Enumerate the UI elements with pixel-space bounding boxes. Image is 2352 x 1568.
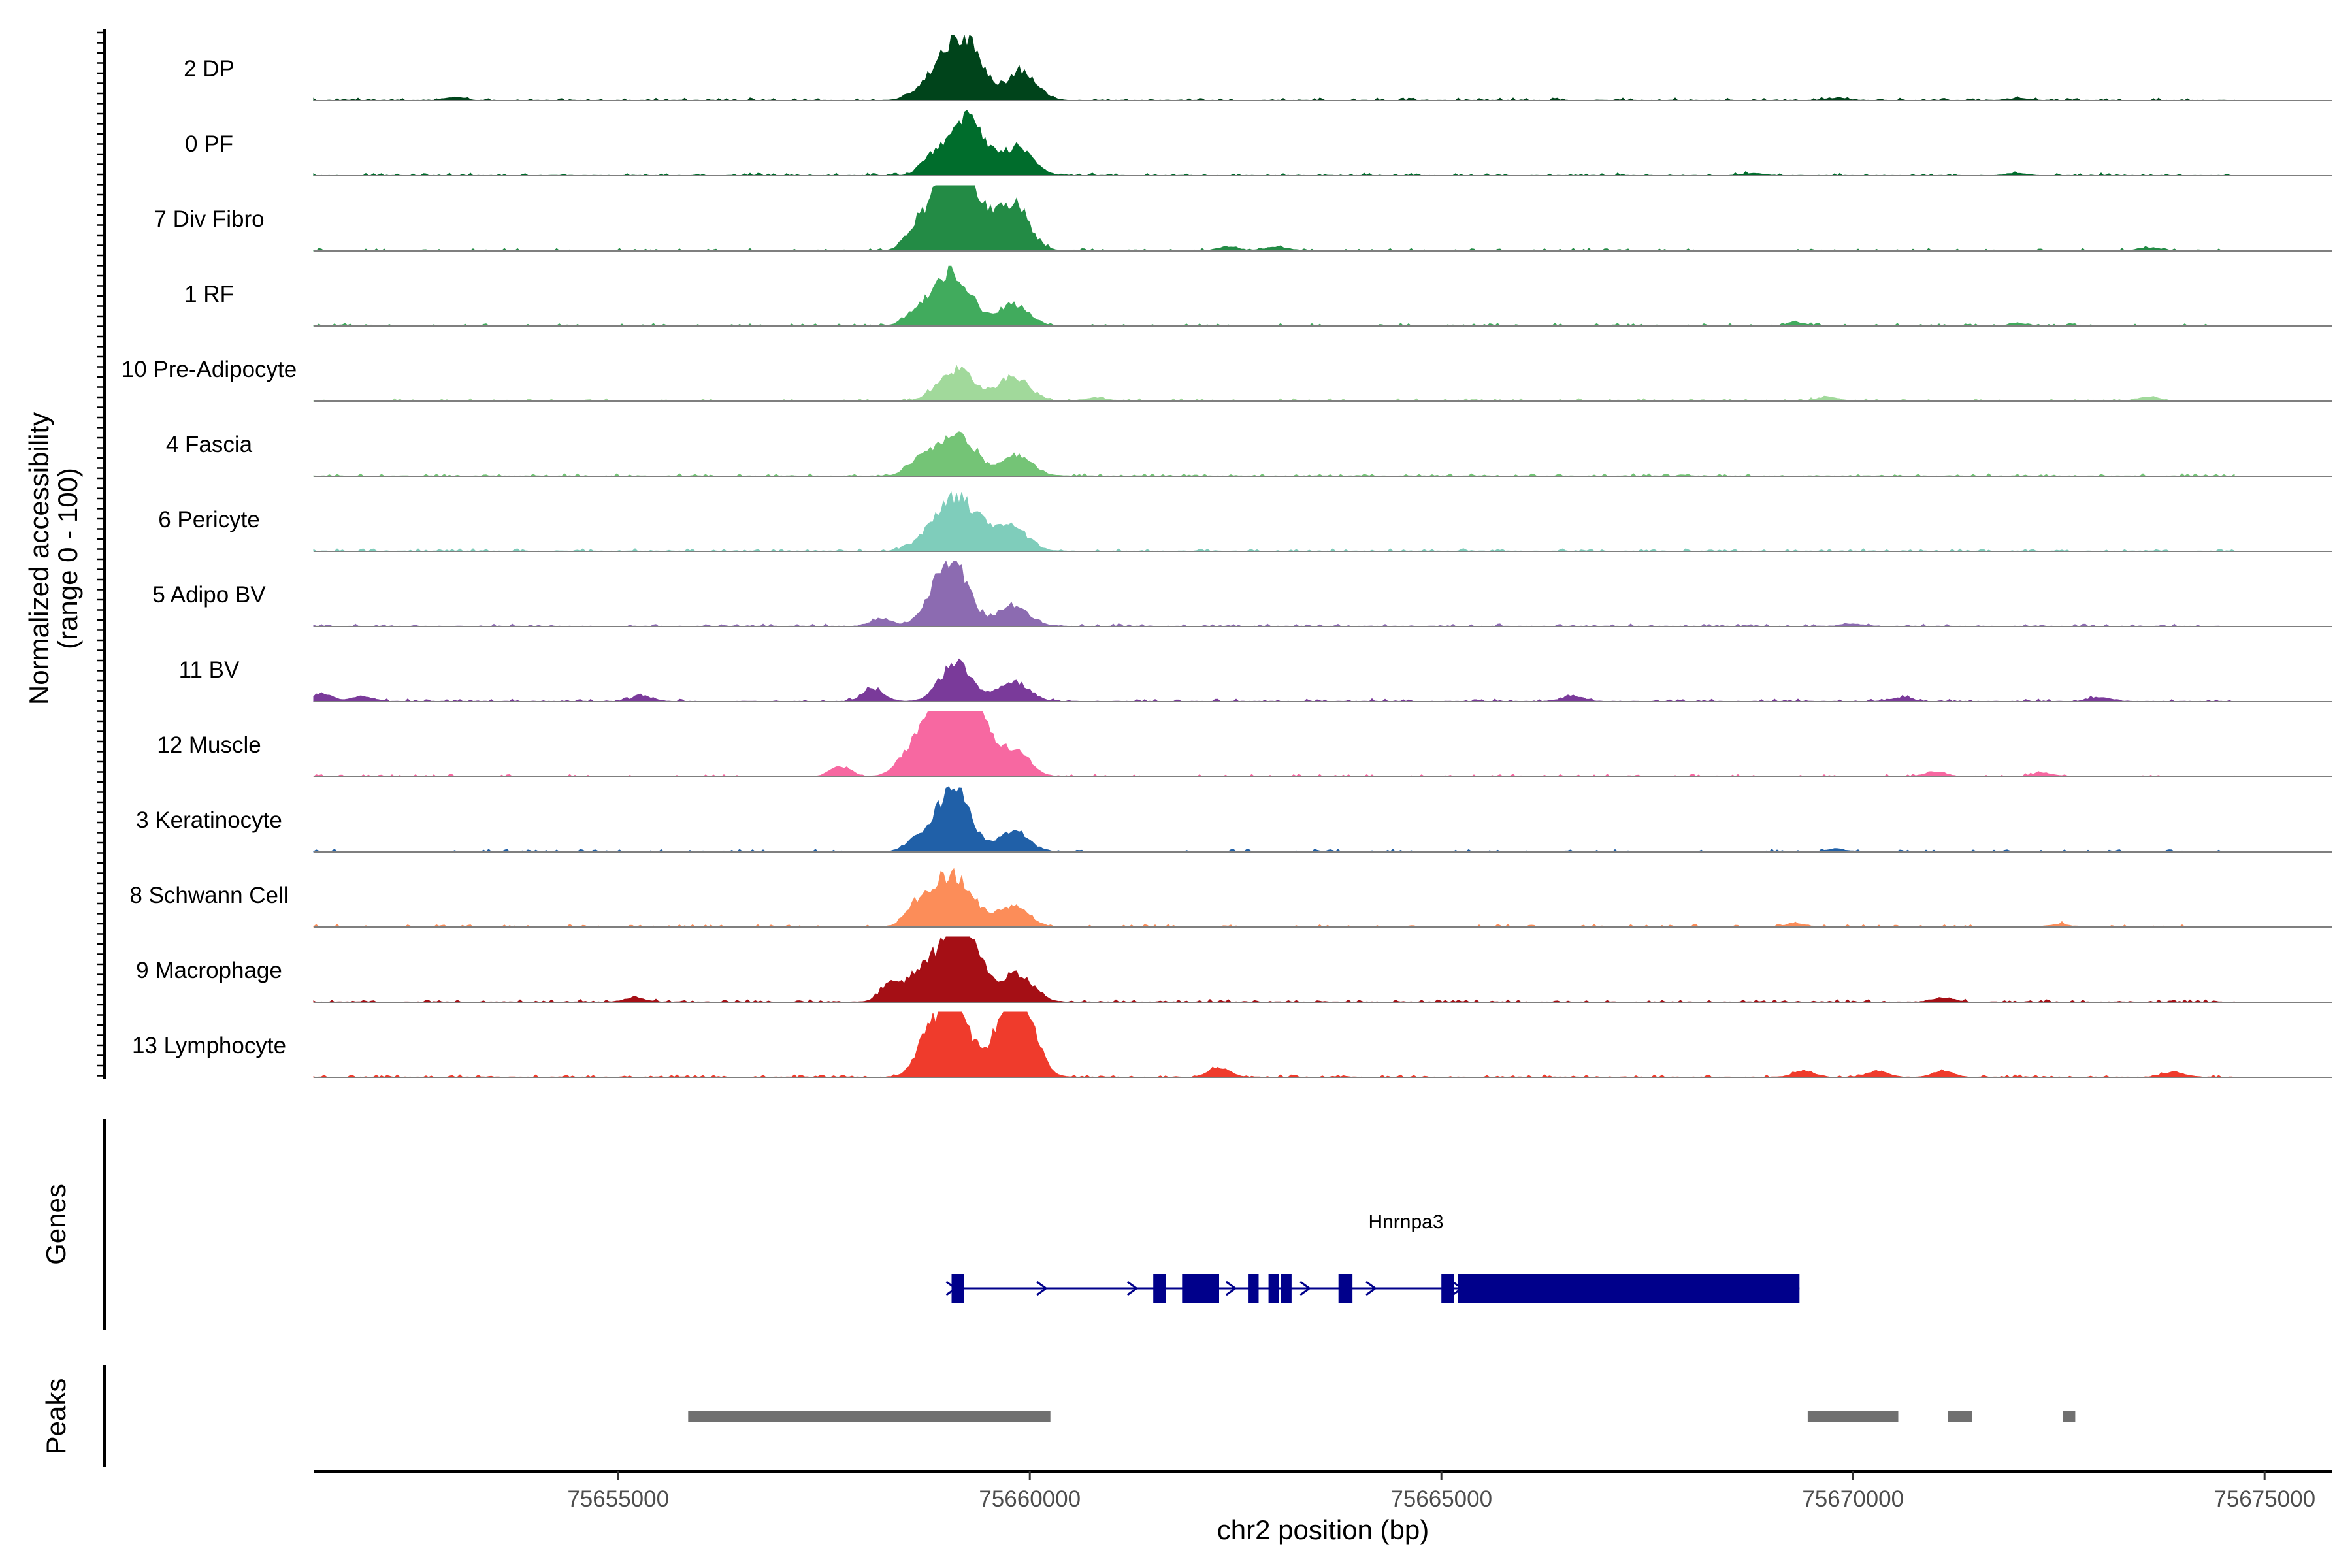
gene-exon — [1458, 1274, 1800, 1303]
y-axis-title: Normalized accessibility (range 0 - 100) — [24, 412, 83, 705]
x-axis-title: chr2 position (bp) — [1217, 1514, 1429, 1545]
x-axis: 75655000 75660000 75665000 75670000 75675000… — [314, 1470, 2332, 1545]
track-4: 1 RF — [184, 265, 2332, 327]
track-11: 3 Keratinocyte — [136, 786, 2332, 853]
coverage-area — [313, 868, 2235, 928]
coverage-area — [313, 936, 2235, 1003]
y-axis-title-line1: Normalized accessibility — [24, 412, 54, 705]
peak-bar — [1948, 1411, 1972, 1422]
gene-model-hnrnpa3 — [945, 1274, 1800, 1303]
track-label: 3 Keratinocyte — [136, 808, 282, 833]
coverage-area — [313, 491, 2235, 552]
strand-arrow — [1365, 1281, 1377, 1296]
strand-arrow — [1299, 1281, 1311, 1296]
track-label: 9 Macrophage — [136, 958, 282, 983]
gene-exon — [1268, 1274, 1279, 1303]
y-axis-title-line2: (range 0 - 100) — [52, 468, 83, 649]
x-tick-label: 75670000 — [1802, 1486, 1904, 1512]
coverage-area — [313, 711, 2235, 777]
track-label: 0 PF — [185, 131, 233, 157]
strand-arrow — [1036, 1281, 1048, 1296]
coverage-area — [313, 110, 2235, 176]
gene-exon — [1441, 1274, 1454, 1303]
track-label: 13 Lymphocyte — [132, 1033, 286, 1058]
gene-exon — [951, 1274, 964, 1303]
coverage-tracks: 2 DP 0 PF 7 Div Fibro 1 RF 10 Pre-Adipocyte 4… — [122, 35, 2332, 1078]
coverage-area — [313, 658, 2235, 702]
x-tick-label: 75675000 — [2213, 1486, 2315, 1512]
track-6: 4 Fascia — [166, 431, 2332, 477]
gene-exon — [1182, 1274, 1219, 1303]
coverage-area — [313, 431, 2235, 477]
peaks-panel-title: Peaks — [41, 1379, 71, 1455]
coverage-area — [313, 1011, 2235, 1078]
track-10: 12 Muscle — [157, 711, 2332, 777]
coverage-area — [313, 265, 2235, 327]
track-5: 10 Pre-Adipocyte — [122, 357, 2332, 402]
gene-name-label: Hnrnpa3 — [1368, 1211, 1443, 1233]
genes-panel: Genes Hnrnpa3 — [41, 1119, 1800, 1330]
track-2: 0 PF — [185, 110, 2332, 176]
strand-arrow — [945, 1281, 958, 1296]
strand-arrow — [1126, 1281, 1139, 1296]
track-14: 13 Lymphocyte — [132, 1011, 2332, 1078]
track-12: 8 Schwann Cell — [129, 868, 2332, 928]
gene-exon — [1153, 1274, 1166, 1303]
track-label: 10 Pre-Adipocyte — [122, 357, 297, 382]
track-9: 11 BV — [179, 657, 2332, 702]
coverage-area — [313, 185, 2235, 252]
gene-exon — [1248, 1274, 1259, 1303]
track-label: 7 Div Fibro — [154, 206, 264, 232]
x-tick-label: 75660000 — [979, 1486, 1081, 1512]
track-label: 5 Adipo BV — [152, 582, 266, 608]
strand-arrow — [1452, 1281, 1463, 1296]
coverage-area — [313, 35, 2235, 101]
strand-arrow — [1226, 1281, 1237, 1296]
x-tick-label: 75655000 — [567, 1486, 669, 1512]
track-8: 5 Adipo BV — [152, 560, 2332, 627]
track-label: 8 Schwann Cell — [129, 883, 288, 908]
track-1: 2 DP — [184, 35, 2332, 101]
y-axis — [97, 29, 106, 1079]
coverage-area — [313, 786, 2235, 853]
track-label: 11 BV — [179, 657, 240, 683]
peak-bar — [688, 1411, 1051, 1422]
track-label: 2 DP — [184, 56, 235, 82]
peak-bars — [688, 1411, 2076, 1422]
track-label: 1 RF — [184, 282, 234, 307]
x-tick-label: 75665000 — [1390, 1486, 1492, 1512]
coverage-area — [313, 364, 2235, 402]
genes-panel-title: Genes — [41, 1184, 71, 1265]
coverage-area — [313, 560, 2235, 627]
track-label: 12 Muscle — [157, 732, 261, 758]
gene-exon — [1338, 1274, 1353, 1303]
gene-exon — [1281, 1274, 1292, 1303]
track-3: 7 Div Fibro — [154, 185, 2332, 252]
track-label: 4 Fascia — [166, 432, 253, 457]
track-label: 6 Pericyte — [158, 507, 260, 532]
x-axis-ticks: 75655000 75660000 75665000 75670000 75675000 — [567, 1471, 2315, 1512]
peaks-panel: Peaks — [41, 1365, 2076, 1467]
peak-bar — [2063, 1411, 2076, 1422]
track-13: 9 Macrophage — [136, 936, 2332, 1003]
peak-bar — [1807, 1411, 1899, 1422]
track-7: 6 Pericyte — [158, 491, 2332, 552]
